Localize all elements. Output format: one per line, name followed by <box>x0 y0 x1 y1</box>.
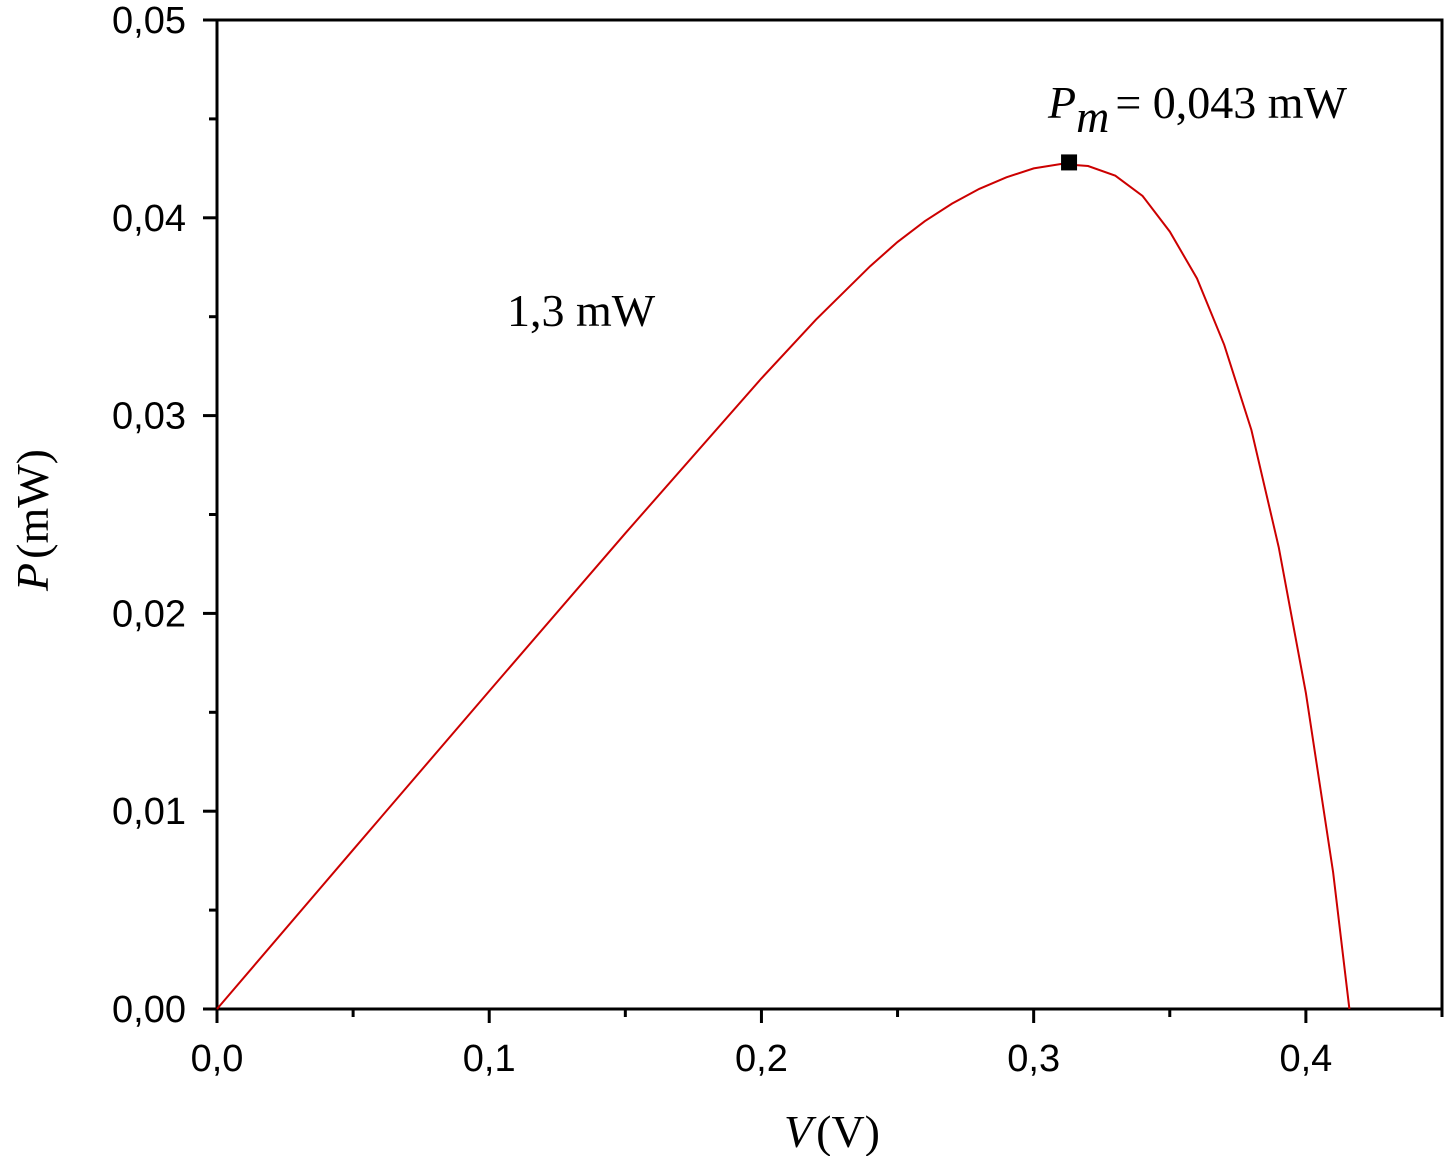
x-tick-label: 0,2 <box>735 1038 788 1080</box>
x-tick-label: 0,0 <box>191 1038 244 1080</box>
y-tick-label: 0,02 <box>112 593 186 635</box>
max-power-value: = 0,043 mW <box>1115 77 1347 128</box>
y-tick-label: 0,03 <box>112 396 186 438</box>
y-tick-label: 0,01 <box>112 791 186 833</box>
illumination-annotation: 1,3 mW <box>507 285 656 336</box>
max-power-point-marker <box>1061 154 1078 171</box>
x-tick-label: 0,1 <box>463 1038 516 1080</box>
x-tick-label: 0,3 <box>1007 1038 1060 1080</box>
y-axis-unit: (mW) <box>7 449 58 559</box>
max-power-annotation: Pm = 0,043 mW <box>1047 77 1348 142</box>
y-tick-label: 0,05 <box>112 0 186 42</box>
y-axis-symbol: P <box>7 563 58 592</box>
tick-labels-layer: 0,0 0,1 0,2 0,3 0,4 0,00 0,01 0,02 0,03 0,04 0,05 <box>112 0 1332 1080</box>
x-axis-title: V(V) <box>784 1106 880 1156</box>
ticks-layer <box>203 18 1444 1023</box>
x-axis-symbol: V <box>784 1106 817 1156</box>
pv-curve-line <box>216 162 1351 1010</box>
y-tick-label: 0,00 <box>112 989 186 1031</box>
max-power-subscript: m <box>1076 91 1109 142</box>
x-tick-label: 0,4 <box>1279 1038 1332 1080</box>
max-power-symbol: P <box>1047 77 1076 128</box>
curve-layer <box>216 154 1351 1010</box>
y-axis-title: P (mW) <box>7 449 58 592</box>
x-axis-unit: (V) <box>816 1106 880 1156</box>
y-tick-label: 0,04 <box>112 198 186 240</box>
plot-frame <box>215 18 1444 1011</box>
